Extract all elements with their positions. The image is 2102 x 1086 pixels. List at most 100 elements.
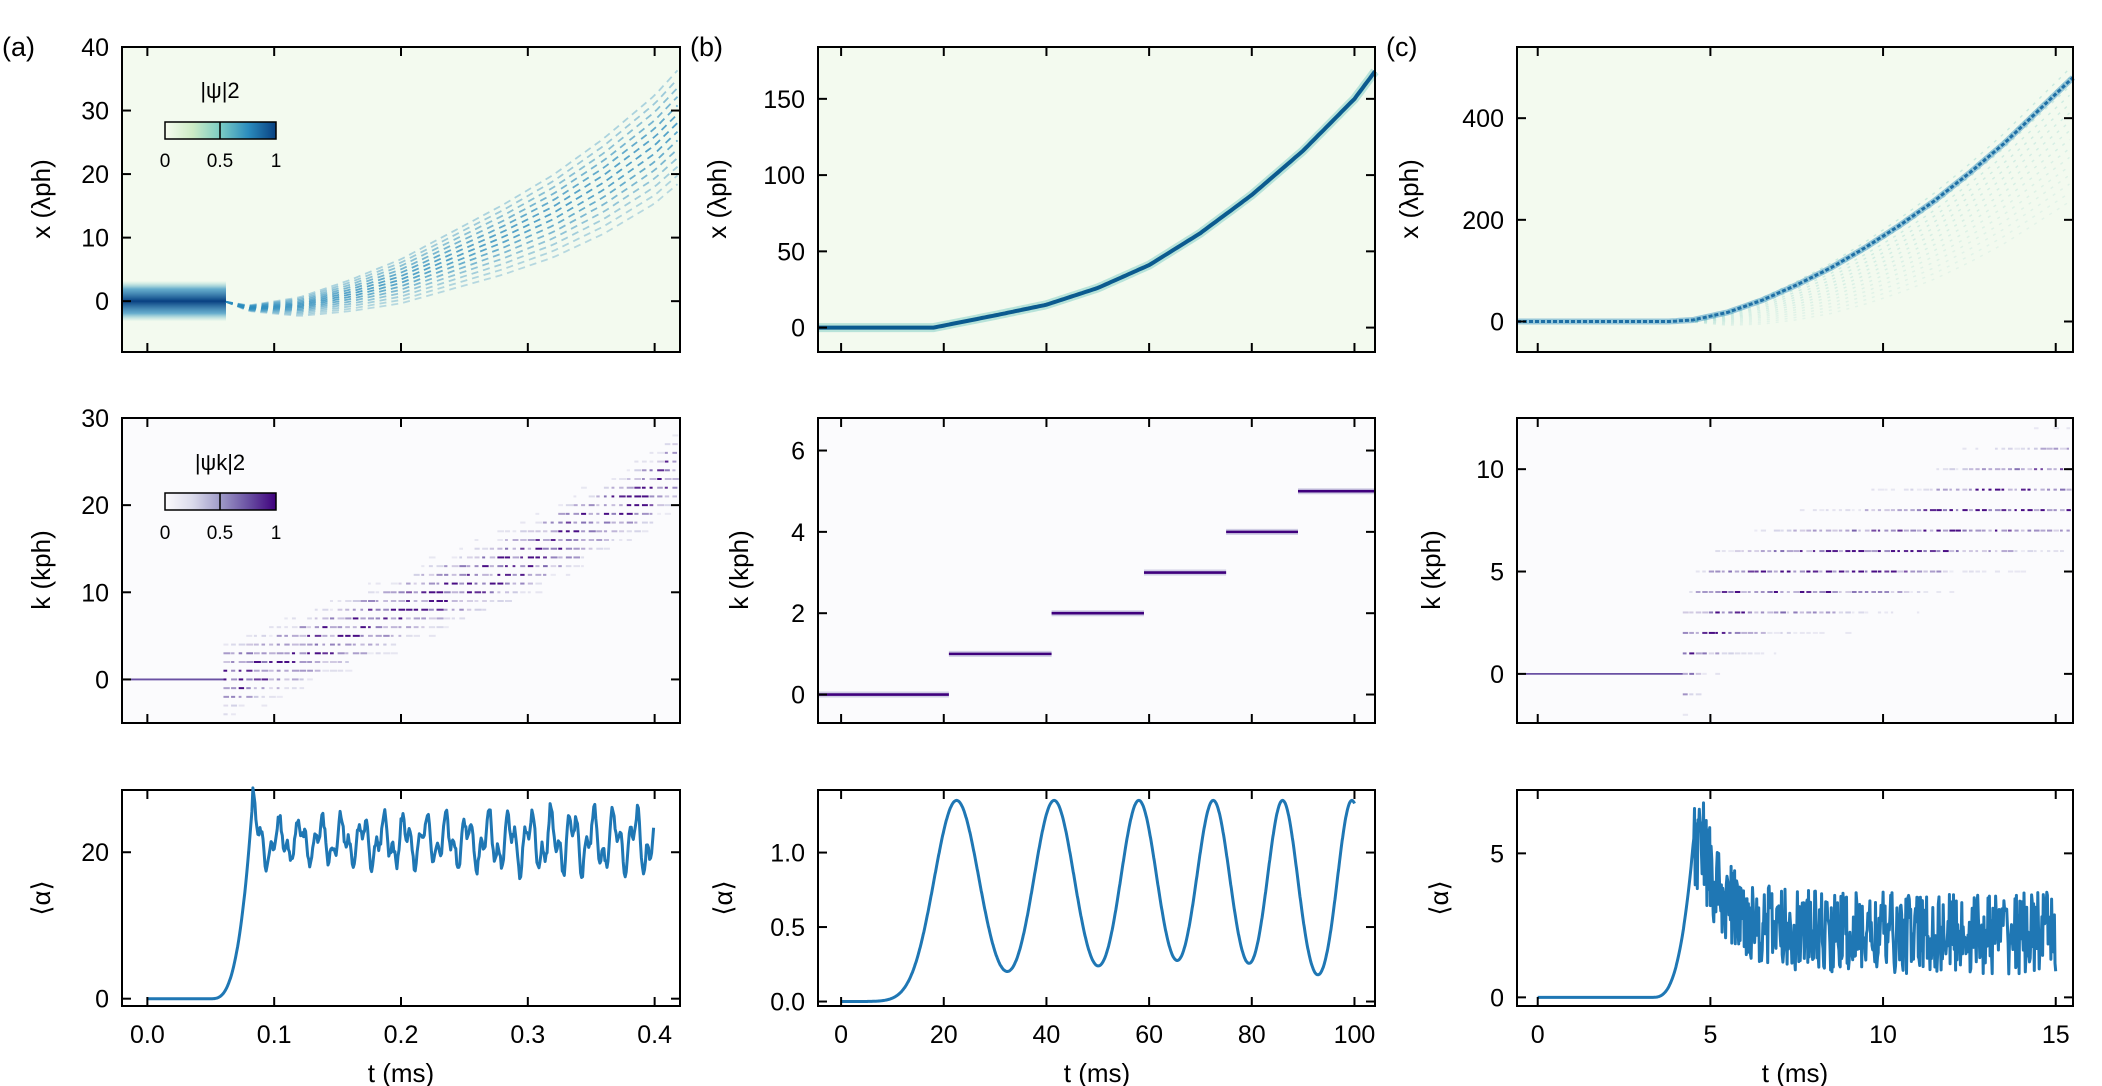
panel-label-c: (c) bbox=[1386, 32, 1417, 62]
density-fringe bbox=[225, 104, 679, 308]
momentum-panel-b: 0 2 4 6 k (kph) bbox=[724, 417, 1376, 724]
density-b-ytick-label-0: 0 bbox=[791, 315, 805, 343]
alpha-b-xtick-label-5: 100 bbox=[1334, 1021, 1376, 1049]
momentum-content-a bbox=[122, 434, 679, 716]
density-b-ytick-label-2: 100 bbox=[763, 162, 805, 190]
density-fringe bbox=[225, 87, 679, 307]
momentum-colorbar-tick-1: 1 bbox=[271, 523, 282, 544]
alpha-a-xtick-label-2: 0.2 bbox=[384, 1021, 419, 1049]
density-panel-b: 0 50 100 150 x (λph) bbox=[702, 46, 1379, 353]
density-ylabel-a: x (λph) bbox=[26, 159, 56, 238]
density-ticks-c: 0 200 400 bbox=[1462, 47, 2073, 352]
momentum-background-c bbox=[1517, 418, 2073, 723]
momentum-colorbar-tick-mid: 0.5 bbox=[207, 523, 233, 544]
alpha-b-xtick-label-4: 80 bbox=[1238, 1021, 1266, 1049]
density-content-a bbox=[122, 69, 679, 322]
density-scatter-trail bbox=[1686, 94, 2070, 322]
density-fringe bbox=[225, 174, 679, 316]
density-b-ytick-label-1: 50 bbox=[777, 238, 805, 266]
alpha-content-c bbox=[1536, 801, 2058, 999]
momentum-colorbar-title: |ψk|2 bbox=[195, 450, 245, 475]
density-colorbar-tick-mid: 0.5 bbox=[207, 151, 233, 172]
density-initial-cloud bbox=[122, 280, 226, 322]
density-content-b bbox=[818, 68, 1379, 333]
momentum-ticks-a: 0 10 20 30 bbox=[81, 405, 680, 723]
density-a-ytick-label-2: 20 bbox=[81, 161, 109, 189]
momentum-content-b bbox=[818, 488, 1375, 698]
momentum-colorbar-a: |ψk|2 0 0.5 1 bbox=[160, 450, 282, 544]
density-fringe bbox=[225, 113, 679, 309]
density-a-ytick-label-0: 0 bbox=[95, 288, 109, 316]
alpha-a-ytick-label-1: 20 bbox=[81, 839, 109, 867]
alpha-a-xtick-label-4: 0.4 bbox=[637, 1021, 672, 1049]
alpha-b-ytick-label-1: 0.5 bbox=[770, 914, 805, 942]
momentum-a-ytick-label-3: 30 bbox=[81, 405, 109, 433]
momentum-content-c bbox=[1517, 427, 2073, 716]
density-colorbar-tick-0: 0 bbox=[160, 151, 171, 172]
momentum-ticks-c: 0 5 10 bbox=[1476, 418, 2073, 723]
momentum-ylabel-b: k (kph) bbox=[724, 530, 754, 609]
alpha-a-xtick-label-1: 0.1 bbox=[257, 1021, 292, 1049]
momentum-ylabel-c: k (kph) bbox=[1416, 530, 1446, 609]
density-scatter-trail bbox=[1686, 77, 2070, 322]
density-fringe bbox=[225, 131, 679, 310]
density-fringe bbox=[225, 148, 679, 312]
alpha-content-a bbox=[146, 786, 656, 1001]
density-ticks-b: 0 50 100 150 bbox=[763, 47, 1375, 352]
alpha-c-xtick-label-2: 10 bbox=[1869, 1021, 1897, 1049]
alpha-b-xtick-label-0: 0 bbox=[834, 1021, 848, 1049]
density-colorbar-title: |ψ|2 bbox=[200, 78, 239, 103]
density-background-c bbox=[1517, 47, 2073, 352]
alpha-a-xtick-label-3: 0.3 bbox=[510, 1021, 545, 1049]
momentum-ticks-b: 0 2 4 6 bbox=[791, 418, 1375, 723]
density-fringe bbox=[225, 69, 679, 306]
density-ylabel-c: x (λph) bbox=[1394, 159, 1424, 238]
density-scatter-trail bbox=[1686, 174, 2070, 324]
density-c-ytick-label-2: 400 bbox=[1462, 105, 1504, 133]
momentum-a-ytick-label-2: 20 bbox=[81, 492, 109, 520]
density-scatter-trail bbox=[1686, 156, 2070, 323]
density-fringe bbox=[225, 122, 679, 309]
momentum-b-ytick-label-0: 0 bbox=[791, 682, 805, 710]
density-fringe bbox=[225, 139, 679, 310]
xlabel-a: t (ms) bbox=[368, 1058, 434, 1086]
momentum-a-ytick-label-1: 10 bbox=[81, 579, 109, 607]
alpha-frame-b bbox=[817, 789, 1376, 1007]
momentum-frame-c bbox=[1516, 417, 2074, 724]
alpha-c-ytick-label-0: 0 bbox=[1490, 984, 1504, 1012]
alpha-b-ytick-label-2: 1.0 bbox=[770, 840, 805, 868]
alpha-c-ytick-label-1: 5 bbox=[1490, 840, 1504, 868]
panel-label-b: (b) bbox=[690, 32, 723, 62]
density-scatter-trail bbox=[1686, 183, 2070, 325]
xlabel-c: t (ms) bbox=[1762, 1058, 1828, 1086]
density-fringe bbox=[225, 166, 679, 314]
density-scatter-trail bbox=[1686, 201, 2070, 327]
alpha-series-b bbox=[840, 798, 1356, 1003]
momentum-panel-c: 0 5 10 k (kph) bbox=[1416, 417, 2074, 724]
density-ylabel-b: x (λph) bbox=[702, 159, 732, 238]
alpha-panel-a: 0.0 0.1 0.2 0.3 0.4 0 20 ⟨α⟩ t (ms) bbox=[26, 786, 681, 1086]
density-frame-b bbox=[817, 46, 1376, 353]
momentum-colorbar-tick-0: 0 bbox=[160, 523, 171, 544]
alpha-ticks-c: 0 5 10 15 0 5 bbox=[1490, 790, 2073, 1049]
density-colorbar-a: |ψ|2 0 0.5 1 bbox=[160, 78, 282, 172]
momentum-c-ytick-label-1: 5 bbox=[1490, 559, 1504, 587]
density-scatter-trail bbox=[1686, 139, 2070, 322]
density-a-ytick-label-1: 10 bbox=[81, 225, 109, 253]
density-scatter-trail bbox=[1686, 103, 2070, 322]
momentum-c-ytick-label-0: 0 bbox=[1490, 661, 1504, 689]
alpha-ylabel-c: ⟨α⟩ bbox=[1424, 880, 1454, 915]
density-scatter-trail bbox=[1686, 121, 2070, 322]
alpha-c-xtick-label-0: 0 bbox=[1531, 1021, 1545, 1049]
density-main-track bbox=[1517, 76, 2075, 323]
xlabel-b: t (ms) bbox=[1064, 1058, 1130, 1086]
density-a-ytick-label-4: 40 bbox=[81, 34, 109, 62]
density-scatter-trail bbox=[1686, 130, 2070, 322]
momentum-background-a bbox=[122, 418, 680, 723]
density-fringe bbox=[225, 78, 679, 307]
alpha-b-xtick-label-2: 40 bbox=[1033, 1021, 1061, 1049]
